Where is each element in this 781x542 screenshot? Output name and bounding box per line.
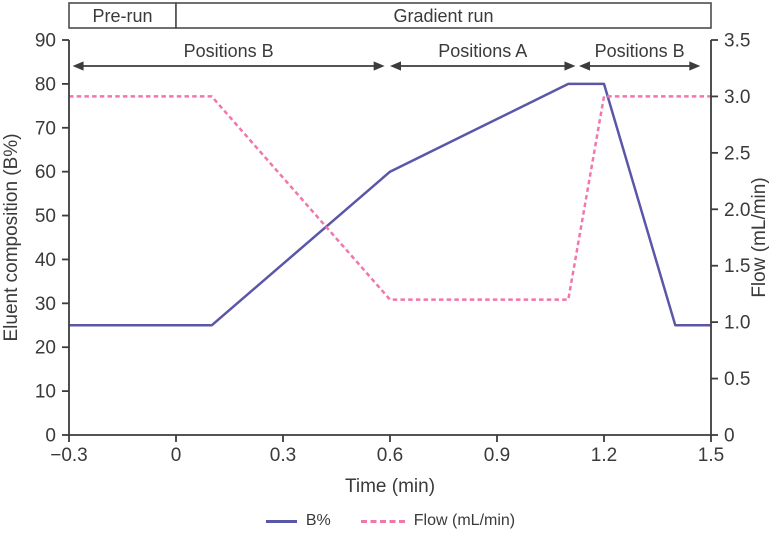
- arrow-right-head-icon: [689, 61, 701, 71]
- left-axis-tick-label: 20: [35, 338, 56, 359]
- legend-label-flow: Flow (mL/min): [413, 512, 516, 529]
- left-axis-title: Eluent composition (B%): [1, 133, 22, 341]
- arrow-right-head-icon: [373, 61, 385, 71]
- left-axis-tick-label: 40: [35, 250, 56, 271]
- chart-canvas: Pre-run Gradient run Positions B Positions …: [1, 2, 770, 497]
- series-line-flow: [69, 95, 711, 301]
- position-span-arrow: [72, 61, 385, 71]
- x-axis-title: Time (min): [345, 476, 435, 497]
- x-axis-tick-label: 0.3: [270, 445, 296, 466]
- right-axis-tick-label: 1.5: [724, 256, 750, 277]
- left-axis-tick-label: 30: [35, 294, 56, 315]
- legend-item-b-percent: B%: [265, 512, 331, 530]
- chart-legend: B% Flow (mL/min): [0, 512, 781, 530]
- arrow-left-head-icon: [72, 61, 84, 71]
- x-axis-tick-label: 1.5: [698, 445, 724, 466]
- x-axis-tick-label: 1.2: [591, 445, 617, 466]
- axis-spines: [68, 40, 712, 436]
- series-line-b-percent: [69, 82, 711, 327]
- position-span-label: Positions B: [595, 41, 685, 61]
- left-axis-tick-label: 90: [35, 31, 56, 52]
- left-axis-tick-label: 50: [35, 206, 56, 227]
- header-box-gradient-run: [175, 2, 712, 29]
- flow-line-swatch-icon: [360, 519, 405, 523]
- position-span-arrow: [390, 61, 576, 71]
- arrow-right-head-icon: [564, 61, 576, 71]
- left-axis-tick-label: 10: [35, 382, 56, 403]
- x-axis-tick-label: 0: [171, 445, 182, 466]
- right-axis-tick-label: 2.5: [724, 143, 750, 164]
- left-axis-tick-label: 70: [35, 118, 56, 139]
- right-axis-tick-label: 0.5: [724, 369, 750, 390]
- left-axis-tick-label: 0: [45, 426, 56, 447]
- position-span-label: Positions B: [184, 41, 274, 61]
- position-span-arrow: [579, 61, 701, 71]
- right-axis-tick-label: 3.0: [724, 87, 750, 108]
- position-span-label: Positions A: [438, 41, 527, 61]
- right-axis-tick-label: 2.0: [724, 200, 750, 221]
- b-percent-line-swatch-icon: [265, 519, 297, 523]
- header-box-label: Pre-run: [92, 6, 152, 26]
- arrow-left-head-icon: [579, 61, 591, 71]
- x-axis-tick-label: 0.9: [484, 445, 510, 466]
- left-axis-tick-label: 60: [35, 162, 56, 183]
- right-axis-title: Flow (mL/min): [749, 177, 770, 297]
- x-axis-tick-label: 0.6: [377, 445, 403, 466]
- right-axis-tick-label: 3.5: [724, 31, 750, 52]
- header-box-pre-run: [68, 2, 177, 29]
- arrow-left-head-icon: [390, 61, 401, 71]
- right-axis-tick-label: 1.0: [724, 313, 750, 334]
- left-axis-tick-label: 80: [35, 74, 56, 95]
- header-box-label: Gradient run: [393, 6, 493, 26]
- right-axis-tick-label: 0: [724, 426, 735, 447]
- legend-label-b-percent: B%: [305, 512, 331, 529]
- x-axis-tick-label: −0.3: [50, 445, 88, 466]
- legend-item-flow: Flow (mL/min): [360, 512, 516, 530]
